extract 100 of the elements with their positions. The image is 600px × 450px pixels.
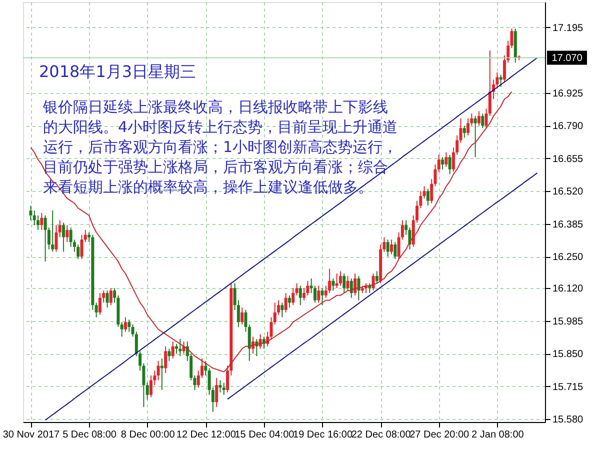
candlestick: [332, 278, 335, 292]
candlestick: [62, 222, 66, 252]
candlestick: [160, 358, 164, 390]
candlestick: [357, 276, 360, 301]
candlestick: [252, 336, 255, 354]
candlestick: [80, 234, 84, 260]
y-tick-label: 15.850: [552, 349, 584, 360]
candlestick: [164, 346, 168, 374]
ref-line-label: 17.070: [552, 52, 583, 64]
candlestick: [109, 288, 112, 306]
candlestick: [499, 74, 502, 88]
candlestick: [32, 210, 36, 226]
candlestick: [244, 309, 248, 332]
candlestick: [280, 302, 284, 318]
candlestick: [444, 152, 448, 168]
y-tick-label: 16.925: [552, 88, 584, 100]
x-tick-label: 30 Nov 2017: [2, 430, 60, 440]
candlestick: [288, 294, 291, 308]
candlestick: [448, 154, 452, 175]
candlestick: [66, 224, 69, 243]
candlestick: [295, 282, 298, 296]
annotation: 来看短期上涨的概率较高，操作上建议逢低做多。: [43, 178, 373, 196]
candlestick: [128, 319, 131, 332]
candlestick: [156, 360, 160, 381]
candlestick: [426, 188, 430, 206]
x-tick-label: 22 Dec 08:00: [351, 430, 412, 440]
candlestick: [273, 302, 276, 326]
x-tick-label: 19 Dec 16:00: [293, 430, 353, 440]
candlestick: [168, 348, 171, 362]
candlestick: [51, 210, 54, 252]
candlestick: [149, 374, 152, 398]
y-tick-label: 15.985: [552, 316, 584, 328]
candlestick: [215, 377, 218, 408]
annotation: 运行，后市客观方向看涨；1小时图创新高态势运行，: [43, 138, 398, 156]
y-tick-label: 15.715: [552, 382, 584, 393]
y-tick-label: 16.790: [552, 121, 584, 132]
candlestick: [29, 205, 32, 221]
y-tick-label: 17.195: [552, 22, 584, 34]
candlestick: [386, 239, 390, 258]
candlestick: [372, 273, 375, 292]
annotation: 的大阳线。4小时图反转上行态势，目前呈现上升通道: [43, 118, 398, 136]
y-tick-label: 16.520: [552, 186, 584, 198]
candlestick: [422, 186, 426, 199]
candlestick: [76, 244, 80, 260]
candlestick: [58, 220, 62, 238]
candlestick: [36, 214, 40, 230]
y-tick-label: 16.385: [552, 219, 584, 230]
candlestick: [284, 292, 288, 313]
candlestick: [44, 214, 47, 262]
x-tick-label: 15 Dec 04:00: [234, 430, 295, 440]
candlestick: [481, 113, 484, 129]
candlestick: [292, 288, 295, 306]
annotation: 银价隔日延续上涨最终收高，日线报收略带上下影线: [42, 98, 388, 116]
candlestick: [342, 273, 346, 294]
candlestick: [298, 285, 302, 306]
x-tick-label: 2 Jan 08:00: [472, 430, 524, 440]
candlestick: [462, 125, 466, 138]
x-tick-label: 5 Dec 08:00: [62, 430, 117, 440]
y-tick-label: 16.250: [552, 252, 584, 264]
candlestick: [441, 156, 444, 170]
candlestick: [474, 115, 477, 158]
candlestick: [350, 278, 353, 298]
candlestick: [394, 242, 397, 260]
candlestick: [466, 118, 470, 136]
candlestick: [98, 292, 102, 316]
candlestick: [320, 288, 324, 306]
candlestick: [484, 108, 488, 129]
candlestick: [437, 154, 440, 172]
candlestick: [175, 343, 178, 354]
candlestick: [338, 270, 342, 286]
candlestick: [510, 28, 514, 49]
annotation: 目前仍处于强势上涨格局，后市客观方向看涨；综合: [43, 158, 388, 176]
candlestick: [488, 50, 492, 116]
x-tick-label: 27 Dec 20:00: [410, 430, 470, 440]
candlestick: [248, 324, 251, 362]
candlestick: [240, 307, 244, 326]
candlestick: [346, 276, 350, 292]
candlestick: [218, 380, 222, 393]
candlestick: [94, 302, 98, 318]
candlestick: [317, 285, 320, 304]
x-tick-label: 8 Dec 00:00: [120, 430, 176, 440]
candlestick: [171, 340, 174, 359]
candlestick: [204, 360, 208, 376]
y-tick-label: 16.120: [552, 284, 584, 295]
candlestick: [106, 290, 109, 308]
candlestick: [477, 110, 480, 126]
candlestick: [146, 382, 149, 400]
y-tick-label: 16.655: [552, 154, 584, 165]
candlestick: [375, 270, 378, 284]
line-series: [30, 91, 512, 372]
candlestick: [354, 273, 357, 296]
candlestick: [124, 316, 127, 332]
candlestick: [222, 382, 226, 396]
candlestick: [54, 224, 58, 252]
y-tick-label: 15.580: [552, 414, 584, 426]
candlestick: [390, 239, 393, 255]
candlestick: [120, 322, 124, 338]
candlestick: [40, 212, 44, 230]
x-tick-label: 12 Dec 12:00: [176, 430, 236, 440]
annotation: 2018年1月3日星期三: [39, 62, 196, 81]
